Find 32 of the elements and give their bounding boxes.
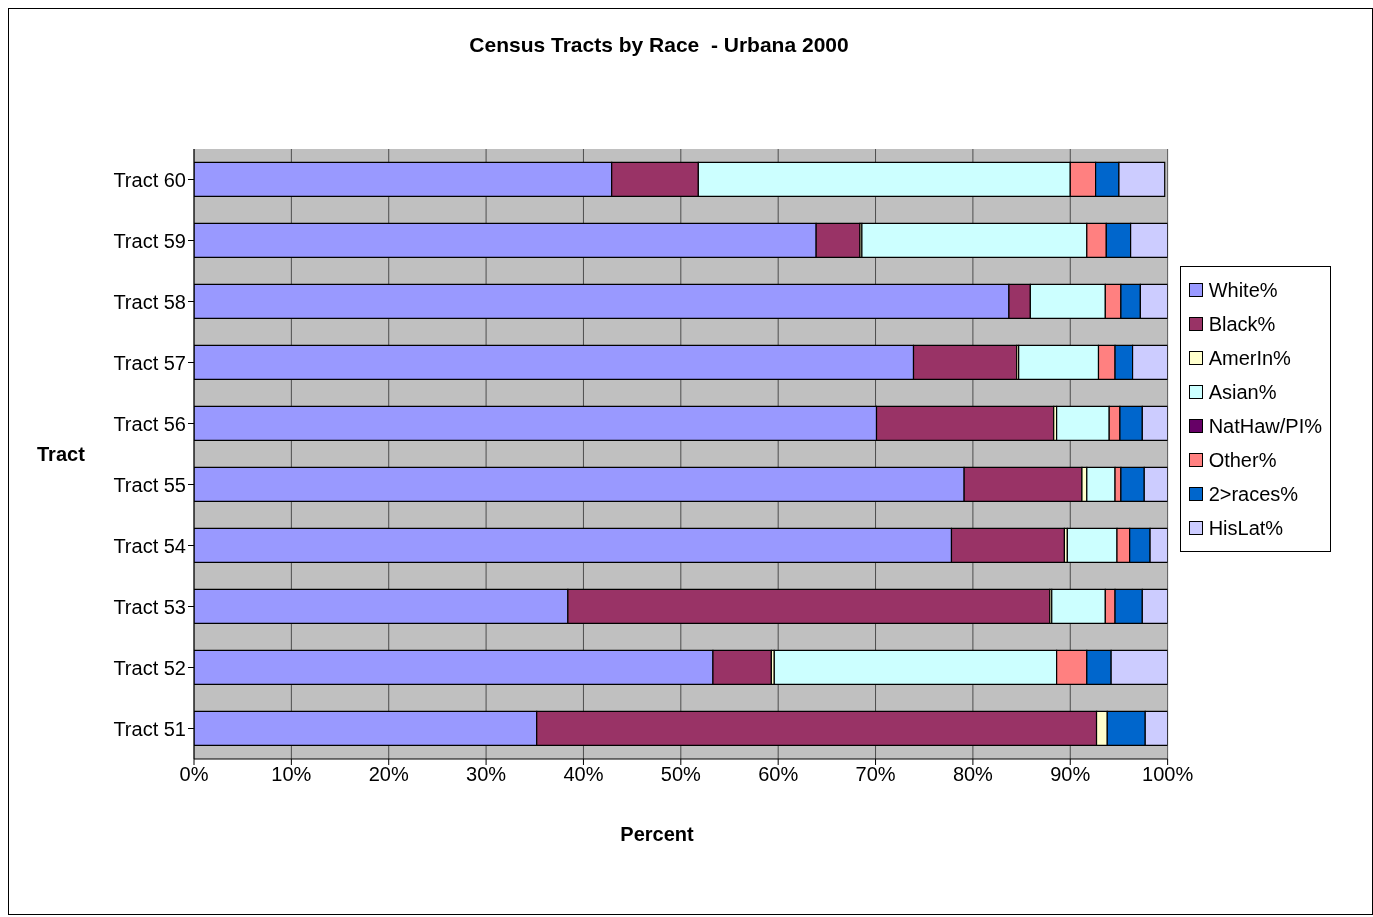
y-tick-label: Tract 60 [113, 168, 186, 191]
legend-label: AmerIn% [1208, 346, 1291, 371]
y-axis-title: Tract [37, 443, 85, 466]
legend-label: White% [1208, 278, 1278, 303]
x-tick-label: 10% [271, 763, 312, 786]
y-tick-label: Tract 54 [113, 534, 186, 557]
legend-label: 2>races% [1208, 482, 1299, 507]
x-tick-label: 0% [179, 763, 209, 786]
x-tick-label: 80% [952, 763, 994, 786]
y-tick-label: Tract 53 [113, 595, 186, 618]
legend-label: HisLat% [1208, 516, 1284, 541]
legend-label: Other% [1208, 448, 1277, 473]
legend-label: NatHaw/PI% [1208, 414, 1322, 439]
x-tick-label: 70% [855, 763, 896, 786]
legend-label: Asian% [1208, 380, 1277, 405]
x-axis-title: Percent [619, 823, 695, 846]
x-tick-label: 50% [660, 763, 702, 786]
y-tick-label: Tract 51 [113, 717, 186, 740]
y-tick-label: Tract 58 [113, 290, 186, 313]
y-tick-label: Tract 57 [113, 351, 186, 374]
x-tick-label: 90% [1050, 763, 1091, 786]
y-tick-label: Tract 55 [113, 473, 186, 496]
y-tick-label: Tract 56 [113, 412, 186, 435]
x-tick-label: 100% [1142, 763, 1194, 786]
chart-title: Census Tracts by Race - Urbana 2000 [468, 33, 850, 57]
x-tick-label: 60% [758, 763, 799, 786]
legend-label: Black% [1208, 312, 1276, 337]
x-tick-label: 20% [368, 763, 409, 786]
x-tick-label: 30% [466, 763, 507, 786]
y-tick-label: Tract 59 [113, 229, 186, 252]
y-tick-label: Tract 52 [113, 656, 186, 679]
x-tick-label: 40% [563, 763, 604, 786]
